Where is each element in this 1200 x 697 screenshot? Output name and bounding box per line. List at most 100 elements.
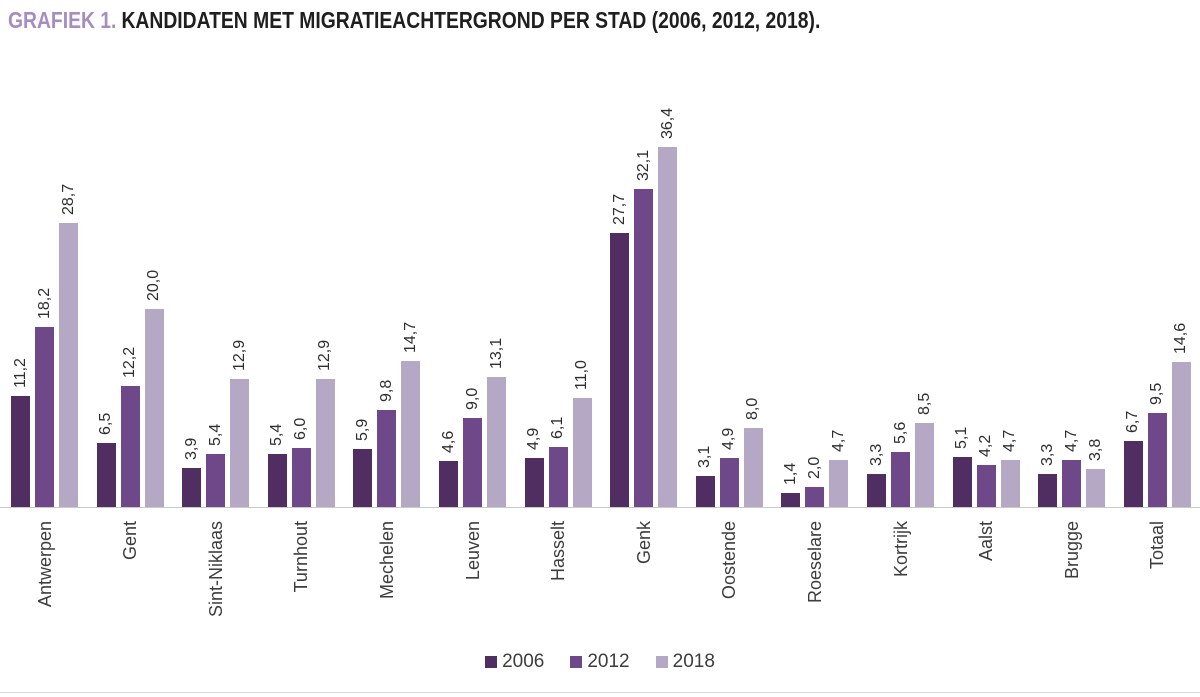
value-label-2006-gent: 6,5 (97, 412, 115, 435)
value-label-2018-genk: 36,4 (658, 107, 676, 139)
bar-2006-gent (96, 443, 116, 507)
category-label-genk: Genk (633, 521, 654, 565)
category-label-brugge: Brugge (1061, 521, 1082, 580)
category-label-aalst: Aalst (976, 521, 997, 562)
value-label-2018-antwerpen: 28,7 (59, 183, 77, 215)
value-label-2006-roeselare: 1,4 (781, 462, 799, 485)
bar-2018-genk (658, 147, 678, 507)
value-label-2006-mechelen: 5,9 (353, 418, 371, 441)
value-label-2006-brugge: 3,3 (1038, 443, 1056, 466)
bar-2018-brugge (1086, 469, 1106, 507)
value-label-2012-kortrijk: 5,6 (891, 421, 909, 444)
category-label-mechelen: Mechelen (376, 521, 397, 600)
value-label-2018-leuven: 13,1 (487, 337, 505, 369)
bar-2012-mechelen (377, 410, 397, 507)
value-label-2018-totaal: 14,6 (1172, 322, 1190, 354)
bar-2012-roeselare (805, 487, 825, 507)
bar-2018-turnhout (315, 379, 335, 507)
bar-2006-mechelen (353, 449, 373, 507)
value-label-2012-brugge: 4,7 (1062, 429, 1080, 452)
bar-2012-hasselt (548, 447, 568, 507)
chart-legend: 2006 2012 2018 (0, 651, 1200, 673)
value-label-2012-mechelen: 9,8 (377, 379, 395, 402)
legend-label-2006: 2006 (502, 651, 545, 672)
bar-2006-genk (610, 233, 630, 507)
value-label-2012-leuven: 9,0 (463, 387, 481, 410)
category-label-kortrijk: Kortrijk (890, 521, 911, 578)
bar-2006-sint-niklaas (182, 468, 202, 507)
bar-2006-brugge (1038, 474, 1058, 507)
legend-label-2018: 2018 (672, 651, 715, 672)
value-label-2012-roeselare: 2,0 (805, 456, 823, 479)
bar-2018-oostende (743, 428, 763, 507)
value-label-2012-sint-niklaas: 5,4 (206, 423, 224, 446)
bar-2018-aalst (1000, 460, 1020, 507)
bar-2006-antwerpen (11, 396, 30, 507)
value-label-2006-turnhout: 5,4 (268, 423, 286, 446)
legend-item-2006: 2006 (485, 651, 544, 673)
bar-2012-antwerpen (35, 327, 54, 507)
bar-2012-gent (120, 386, 140, 507)
bar-2018-roeselare (829, 460, 849, 507)
bar-2006-aalst (952, 457, 972, 507)
bar-2018-hasselt (572, 398, 592, 507)
chart-title-prefix: GRAFIEK 1. (8, 7, 117, 33)
bar-2012-kortrijk (891, 452, 910, 507)
value-label-2012-aalst: 4,2 (977, 434, 995, 457)
value-label-2006-oostende: 3,1 (696, 445, 714, 468)
value-label-2018-sint-niklaas: 12,9 (230, 339, 248, 371)
bar-2018-gent (144, 309, 164, 507)
value-label-2012-genk: 32,1 (634, 149, 652, 181)
category-label-turnhout: Turnhout (291, 521, 312, 593)
legend-item-2018: 2018 (655, 651, 715, 673)
category-label-oostende: Oostende (719, 521, 740, 600)
value-label-2006-genk: 27,7 (610, 193, 628, 225)
value-label-2018-aalst: 4,7 (1001, 429, 1019, 452)
legend-swatch-2006 (485, 656, 498, 668)
category-label-sint-niklaas: Sint-Niklaas (205, 521, 226, 618)
legend-swatch-2018 (655, 656, 668, 668)
bar-2006-hasselt (524, 458, 544, 507)
bar-2012-turnhout (291, 448, 311, 507)
bar-2012-aalst (976, 465, 996, 507)
value-label-2018-roeselare: 4,7 (829, 429, 847, 452)
chart-title: GRAFIEK 1. KANDIDATEN MET MIGRATIEACHTERG… (8, 7, 820, 34)
x-axis-line (0, 507, 1200, 508)
bar-2006-oostende (695, 476, 715, 507)
category-label-leuven: Leuven (462, 521, 483, 581)
value-label-2006-sint-niklaas: 3,9 (182, 437, 200, 460)
bar-2012-totaal (1147, 413, 1167, 507)
category-label-gent: Gent (120, 521, 141, 561)
legend-swatch-2012 (570, 656, 583, 668)
bar-2018-sint-niklaas (230, 379, 250, 507)
value-label-2012-oostende: 4,9 (720, 427, 738, 450)
value-label-2018-gent: 20,0 (145, 269, 163, 301)
value-label-2006-kortrijk: 3,3 (867, 443, 885, 466)
bar-2012-leuven (463, 418, 482, 507)
bar-2006-turnhout (267, 454, 287, 507)
category-label-antwerpen: Antwerpen (34, 521, 55, 608)
legend-label-2012: 2012 (587, 651, 630, 672)
bar-2018-totaal (1171, 362, 1191, 507)
bar-2018-antwerpen (59, 223, 78, 507)
value-label-2018-brugge: 3,8 (1086, 438, 1104, 461)
value-label-2006-leuven: 4,6 (439, 430, 457, 453)
bar-2006-totaal (1123, 441, 1143, 507)
value-label-2018-kortrijk: 8,5 (915, 392, 933, 415)
legend-item-2012: 2012 (570, 651, 630, 673)
bar-2012-brugge (1062, 460, 1082, 507)
category-label-totaal: Totaal (1147, 521, 1168, 570)
value-label-2018-oostende: 8,0 (744, 397, 762, 420)
value-label-2012-totaal: 9,5 (1148, 382, 1166, 405)
category-label-hasselt: Hasselt (548, 521, 569, 582)
bar-2018-mechelen (401, 361, 421, 507)
value-label-2006-aalst: 5,1 (953, 426, 971, 449)
value-label-2012-gent: 12,2 (121, 346, 139, 378)
value-label-2018-mechelen: 14,7 (401, 321, 419, 353)
bar-2012-genk (634, 189, 654, 507)
chart-title-text: KANDIDATEN MET MIGRATIEACHTERGROND PER S… (121, 7, 821, 33)
value-label-2006-totaal: 6,7 (1124, 410, 1142, 433)
value-label-2012-turnhout: 6,0 (292, 417, 310, 440)
